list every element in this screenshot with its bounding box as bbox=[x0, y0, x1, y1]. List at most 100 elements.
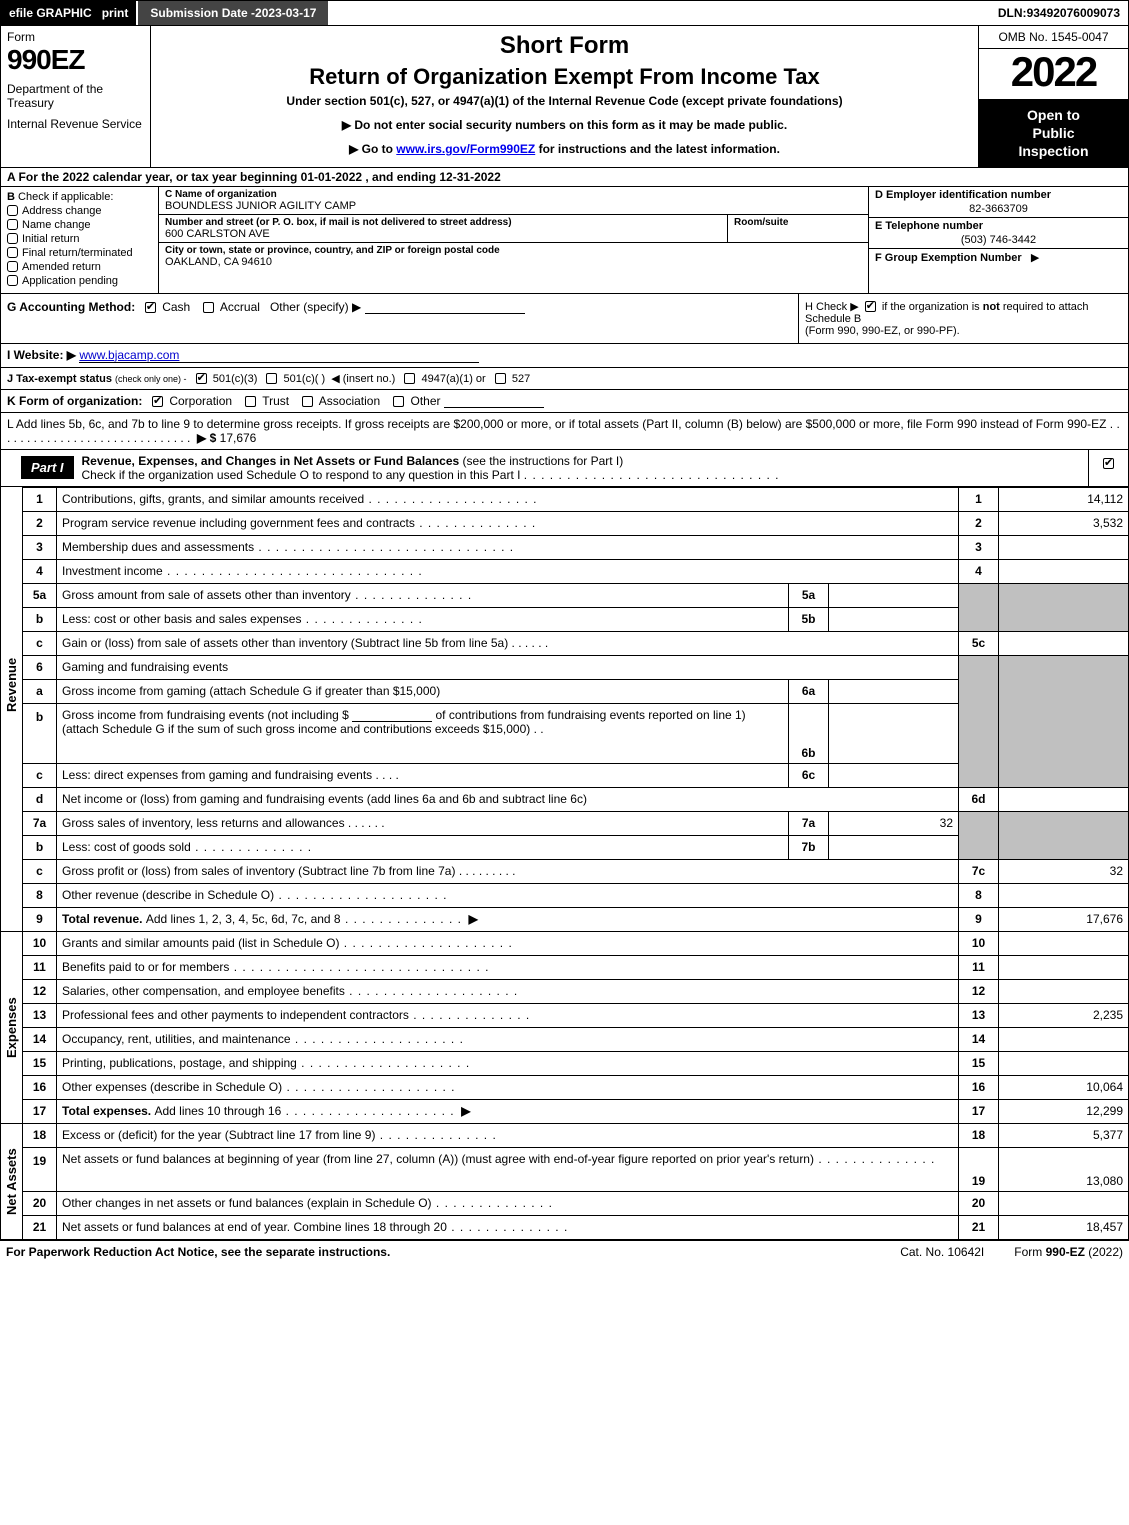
l3-dots bbox=[254, 540, 514, 554]
l7b-dots bbox=[191, 840, 312, 854]
line-l-text: L Add lines 5b, 6c, and 7b to line 9 to … bbox=[7, 417, 1106, 431]
other-specify-field[interactable] bbox=[365, 300, 525, 314]
irs-link[interactable]: www.irs.gov/Form990EZ bbox=[396, 142, 535, 156]
box-c: C Name of organization BOUNDLESS JUNIOR … bbox=[159, 187, 868, 293]
check-address-change[interactable]: Address change bbox=[7, 205, 152, 217]
l16-num: 16 bbox=[959, 1075, 999, 1099]
check-schedule-o-part-i[interactable] bbox=[1103, 458, 1114, 469]
submission-date-label: Submission Date - bbox=[150, 6, 255, 20]
l8-dots bbox=[274, 888, 447, 902]
check-accrual[interactable] bbox=[203, 302, 214, 313]
l17-no: 17 bbox=[23, 1099, 57, 1123]
l5a-dots bbox=[351, 588, 472, 602]
row-line-6d: d Net income or (loss) from gaming and f… bbox=[1, 787, 1129, 811]
row-line-4: 4 Investment income 4 bbox=[1, 559, 1129, 583]
website-value[interactable]: www.bjacamp.com bbox=[79, 348, 479, 363]
check-amended-return[interactable]: Amended return bbox=[7, 261, 152, 273]
check-other-org[interactable] bbox=[393, 396, 404, 407]
l17-dots bbox=[281, 1104, 454, 1118]
l15-val bbox=[999, 1051, 1129, 1075]
opt-other-org: Other bbox=[411, 394, 441, 408]
opt-527: 527 bbox=[512, 373, 530, 385]
l4-no: 4 bbox=[23, 559, 57, 583]
part-i-checkbox-cell bbox=[1088, 450, 1128, 486]
form-of-org-label: K Form of organization: bbox=[7, 394, 142, 408]
check-name-change-label: Name change bbox=[22, 219, 91, 231]
check-527[interactable] bbox=[495, 373, 506, 384]
check-corporation[interactable] bbox=[152, 396, 163, 407]
check-name-change[interactable]: Name change bbox=[7, 219, 152, 231]
l19-desc-text: Net assets or fund balances at beginning… bbox=[62, 1152, 814, 1166]
l7b-desc-text: Less: cost of goods sold bbox=[62, 840, 191, 854]
l6b-amount-field[interactable] bbox=[352, 708, 432, 722]
l14-desc-text: Occupancy, rent, utilities, and maintena… bbox=[62, 1032, 291, 1046]
l7b-desc: Less: cost of goods sold bbox=[57, 835, 789, 859]
l5b-no: b bbox=[23, 607, 57, 631]
l19-val: 13,080 bbox=[999, 1147, 1129, 1191]
check-application-pending[interactable]: Application pending bbox=[7, 275, 152, 287]
check-4947[interactable] bbox=[404, 373, 415, 384]
submission-date-box: Submission Date - 2023-03-17 bbox=[136, 1, 328, 25]
l6c-no: c bbox=[23, 763, 57, 787]
check-trust[interactable] bbox=[245, 396, 256, 407]
line-g: G Accounting Method: Cash Accrual Other … bbox=[1, 294, 798, 343]
l5a-no: 5a bbox=[23, 583, 57, 607]
box-b-letter: B bbox=[7, 191, 15, 203]
l9-no: 9 bbox=[23, 907, 57, 931]
check-cash[interactable] bbox=[145, 302, 156, 313]
l12-val bbox=[999, 979, 1129, 1003]
box-b-header: Check if applicable: bbox=[18, 191, 113, 203]
tax-year: 2022 bbox=[979, 49, 1128, 100]
l7c-desc-text: Gross profit or (loss) from sales of inv… bbox=[62, 864, 455, 878]
check-501c3[interactable] bbox=[196, 373, 207, 384]
l11-dots bbox=[229, 960, 489, 974]
check-association[interactable] bbox=[302, 396, 313, 407]
l7b-inner-no: 7b bbox=[789, 835, 829, 859]
row-line-17: 17 Total expenses. Add lines 10 through … bbox=[1, 1099, 1129, 1123]
l6b-desc1: Gross income from fundraising events (no… bbox=[62, 708, 349, 722]
check-final-return[interactable]: Final return/terminated bbox=[7, 247, 152, 259]
l6c-inner-val bbox=[829, 763, 959, 787]
l10-val bbox=[999, 931, 1129, 955]
footer-right-pre: Form bbox=[1014, 1245, 1045, 1259]
row-line-15: 15 Printing, publications, postage, and … bbox=[1, 1051, 1129, 1075]
l15-desc: Printing, publications, postage, and shi… bbox=[57, 1051, 959, 1075]
l13-dots bbox=[409, 1008, 530, 1022]
l7a-inner-val: 32 bbox=[829, 811, 959, 835]
bullet2-post: for instructions and the latest informat… bbox=[535, 142, 780, 156]
row-line-14: 14 Occupancy, rent, utilities, and maint… bbox=[1, 1027, 1129, 1051]
l10-desc: Grants and similar amounts paid (list in… bbox=[57, 931, 959, 955]
row-line-21: 21 Net assets or fund balances at end of… bbox=[1, 1215, 1129, 1239]
box-h-not: not bbox=[983, 301, 1000, 313]
l5a-inner-val bbox=[829, 583, 959, 607]
opt-trust: Trust bbox=[262, 394, 289, 408]
check-501c[interactable] bbox=[266, 373, 277, 384]
l15-no: 15 bbox=[23, 1051, 57, 1075]
l4-desc-text: Investment income bbox=[62, 564, 163, 578]
l20-dots bbox=[432, 1196, 553, 1210]
l5c-desc-text: Gain or (loss) from sale of assets other… bbox=[62, 636, 508, 650]
l18-val: 5,377 bbox=[999, 1123, 1129, 1147]
line-g-label: G Accounting Method: bbox=[7, 300, 135, 314]
check-application-pending-label: Application pending bbox=[22, 275, 118, 287]
l6d-no: d bbox=[23, 787, 57, 811]
l11-num: 11 bbox=[959, 955, 999, 979]
l18-dots bbox=[375, 1128, 496, 1142]
l1-val: 14,112 bbox=[999, 487, 1129, 511]
check-initial-return[interactable]: Initial return bbox=[7, 233, 152, 245]
l8-no: 8 bbox=[23, 883, 57, 907]
l3-no: 3 bbox=[23, 535, 57, 559]
other-org-field[interactable] bbox=[444, 394, 544, 408]
row-line-1: Revenue 1 Contributions, gifts, grants, … bbox=[1, 487, 1129, 511]
omb-number: OMB No. 1545-0047 bbox=[979, 26, 1128, 49]
header-bullet-2: ▶ Go to www.irs.gov/Form990EZ for instru… bbox=[157, 142, 972, 156]
l7ab-grey-num bbox=[959, 811, 999, 859]
l6b-inner-no: 6b bbox=[789, 703, 829, 763]
print-link[interactable]: print bbox=[102, 6, 129, 20]
l9-desc: Total revenue. Add lines 1, 2, 3, 4, 5c,… bbox=[57, 907, 959, 931]
l6d-num: 6d bbox=[959, 787, 999, 811]
l8-desc: Other revenue (describe in Schedule O) bbox=[57, 883, 959, 907]
l2-no: 2 bbox=[23, 511, 57, 535]
l13-desc: Professional fees and other payments to … bbox=[57, 1003, 959, 1027]
check-schedule-b-not-required[interactable] bbox=[865, 301, 876, 312]
